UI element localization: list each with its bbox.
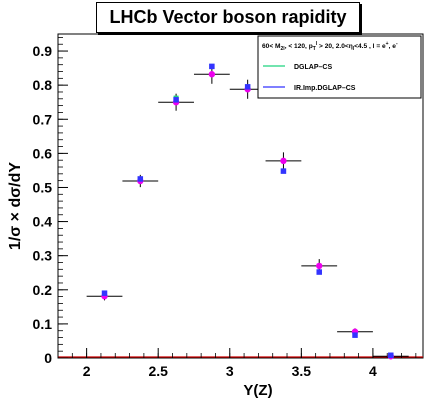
x-tick-label: 4 [369,363,377,379]
y-tick-label: 0.3 [33,248,53,264]
legend-label-0: DGLAP–CS [294,64,332,71]
legend-box [257,35,422,99]
x-tick-label: 3 [226,363,234,379]
y-tick-label: 0.7 [33,111,53,127]
series-1-marker [101,290,108,296]
y-tick-label: 0.6 [33,145,53,161]
y-tick-label: 0.8 [33,77,53,93]
x-tick-label: 2 [83,363,91,379]
data-point [265,152,302,170]
series-1-marker [316,269,322,275]
data-marker [280,157,287,165]
plot-frame [57,33,424,359]
y-tick-label: 0 [44,350,52,366]
legend-header: 60< M2l, < 120, pTl > 20, 2.0<ηl<4.5 , l… [262,41,398,52]
y-tick-label: 0.1 [33,316,53,332]
legend-label-1: IR.Imp.DGLAP–CS [294,85,356,92]
y-tick-label: 0.5 [33,179,53,195]
y-tick-label: 0.4 [33,214,53,230]
y-axis-label: 1/σ × dσ/dY [7,162,24,250]
series-1-marker [209,63,215,70]
legend: 60< M2l, < 120, pTl > 20, 2.0<ηl<4.5 , l… [257,35,422,99]
series-1-marker [280,168,287,174]
x-tick-label: 3.5 [292,363,312,379]
x-axis-label: Y(Z) [243,382,272,398]
series-1-marker [388,352,394,359]
series-1-marker [244,84,251,90]
series-1-marker [352,332,358,338]
y-tick-label: 0.9 [33,43,53,59]
data-marker [208,71,216,78]
y-tick-label: 0.2 [33,282,53,298]
data-marker [316,262,323,270]
chart-title: LHCb Vector boson rapidity [96,2,360,33]
series-1-marker [137,176,144,182]
series-1-marker [173,97,179,103]
x-tick-label: 2.5 [148,363,168,379]
